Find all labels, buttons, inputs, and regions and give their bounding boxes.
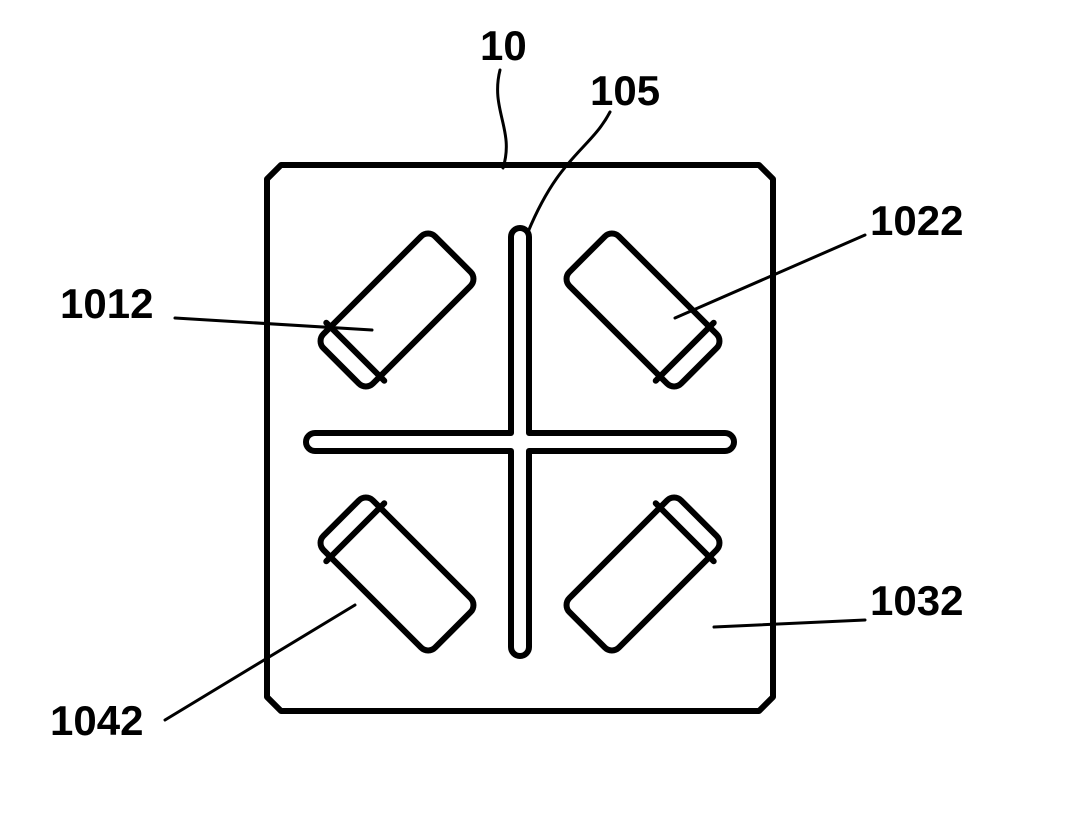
figure: 10 105 1022 1012 1032 1042 — [0, 0, 1082, 817]
cylinder-body-top-left — [316, 229, 477, 390]
cylinder-collar-bottom-right — [656, 503, 714, 561]
cylinder-body-bottom-left — [316, 493, 477, 654]
cylinder-bottom-right — [558, 489, 728, 659]
cylinder-collar-bottom-left — [326, 503, 384, 561]
leader-105 — [528, 112, 610, 232]
leader-1032 — [714, 620, 865, 627]
cylinder-collar-top-left — [326, 323, 384, 381]
plate-outline — [267, 165, 773, 711]
label-10: 10 — [480, 22, 527, 69]
label-1032: 1032 — [870, 577, 963, 624]
cylinder-bottom-left — [312, 489, 482, 659]
cylinder-collar-top-right — [656, 323, 714, 381]
leader-10 — [498, 70, 507, 168]
leader-1012 — [175, 318, 372, 330]
cylinder-top-right — [558, 225, 728, 395]
cylinder-body-top-right — [562, 229, 723, 390]
label-1042: 1042 — [50, 697, 143, 744]
cylinder-top-left — [312, 225, 482, 395]
label-1012: 1012 — [60, 280, 153, 327]
leader-1042 — [165, 605, 355, 720]
cylinder-body-bottom-right — [562, 493, 723, 654]
cross-outline — [306, 228, 734, 656]
label-105: 105 — [590, 67, 660, 114]
label-1022: 1022 — [870, 197, 963, 244]
